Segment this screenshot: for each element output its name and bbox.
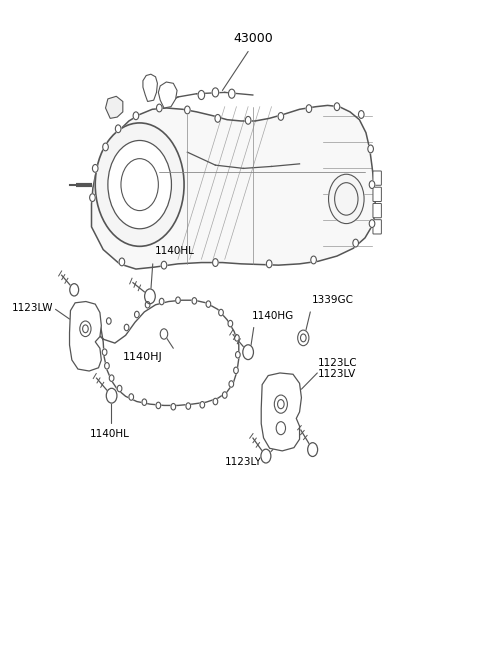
Text: 1123LC: 1123LC [318, 358, 358, 368]
Circle shape [219, 309, 223, 316]
Text: 1123LW: 1123LW [12, 303, 53, 313]
Circle shape [228, 320, 233, 327]
Circle shape [198, 90, 204, 100]
Circle shape [353, 239, 359, 247]
Circle shape [359, 111, 364, 119]
Circle shape [334, 103, 340, 111]
Circle shape [107, 318, 111, 324]
Circle shape [277, 400, 284, 409]
Circle shape [109, 375, 114, 381]
Circle shape [83, 325, 88, 333]
Circle shape [121, 159, 158, 211]
Circle shape [159, 298, 164, 305]
Circle shape [236, 352, 240, 358]
Circle shape [300, 334, 306, 342]
Circle shape [105, 363, 109, 369]
Circle shape [229, 381, 234, 387]
Circle shape [133, 112, 139, 120]
Circle shape [245, 117, 251, 124]
Circle shape [278, 113, 284, 121]
Polygon shape [143, 74, 157, 102]
Polygon shape [92, 105, 375, 269]
FancyBboxPatch shape [373, 187, 382, 202]
Text: 1140HG: 1140HG [252, 311, 294, 321]
Circle shape [369, 181, 375, 189]
Circle shape [106, 388, 117, 403]
Circle shape [192, 297, 197, 304]
Circle shape [142, 399, 147, 405]
Polygon shape [106, 96, 123, 119]
FancyBboxPatch shape [373, 219, 382, 234]
Circle shape [186, 403, 191, 409]
Circle shape [115, 125, 121, 133]
Circle shape [266, 260, 272, 268]
Circle shape [215, 115, 220, 122]
Text: 1140HL: 1140HL [155, 246, 194, 256]
Circle shape [298, 330, 309, 346]
Circle shape [80, 321, 91, 337]
Circle shape [369, 219, 375, 227]
Circle shape [156, 402, 161, 409]
Polygon shape [261, 373, 301, 451]
Circle shape [368, 145, 373, 153]
Circle shape [119, 258, 125, 266]
Circle shape [222, 392, 227, 398]
Circle shape [335, 183, 358, 215]
Circle shape [228, 89, 235, 98]
Circle shape [213, 259, 218, 267]
Circle shape [235, 335, 239, 341]
Text: 1123LY: 1123LY [225, 457, 262, 468]
Text: 1123LV: 1123LV [318, 369, 357, 379]
Circle shape [206, 301, 211, 307]
Circle shape [306, 105, 312, 113]
Circle shape [212, 88, 219, 97]
Circle shape [144, 289, 155, 304]
Circle shape [160, 329, 168, 339]
Circle shape [308, 443, 318, 457]
Circle shape [276, 422, 286, 435]
Circle shape [161, 261, 167, 269]
Circle shape [124, 324, 129, 331]
Circle shape [311, 256, 316, 264]
Text: 1140HJ: 1140HJ [123, 352, 163, 362]
Circle shape [90, 194, 95, 202]
Circle shape [328, 174, 364, 223]
Polygon shape [158, 82, 177, 108]
Circle shape [261, 449, 271, 463]
Circle shape [134, 311, 139, 318]
Text: 1140HL: 1140HL [89, 430, 129, 440]
Circle shape [184, 106, 190, 114]
Circle shape [145, 301, 150, 308]
Circle shape [102, 349, 107, 356]
Text: 43000: 43000 [233, 32, 273, 45]
Circle shape [70, 284, 79, 296]
FancyBboxPatch shape [373, 204, 382, 217]
Text: 1339GC: 1339GC [312, 295, 354, 305]
Circle shape [117, 385, 122, 392]
Polygon shape [70, 301, 101, 371]
Polygon shape [88, 300, 239, 405]
Circle shape [95, 123, 184, 246]
Circle shape [200, 402, 204, 408]
Circle shape [93, 164, 98, 172]
Circle shape [176, 297, 180, 303]
Circle shape [108, 140, 171, 229]
FancyBboxPatch shape [373, 171, 382, 185]
Circle shape [243, 345, 253, 360]
Circle shape [103, 143, 108, 151]
Circle shape [171, 403, 176, 410]
Circle shape [213, 398, 218, 405]
Circle shape [274, 395, 288, 413]
Circle shape [156, 104, 162, 112]
Circle shape [129, 394, 133, 400]
Circle shape [234, 367, 238, 373]
